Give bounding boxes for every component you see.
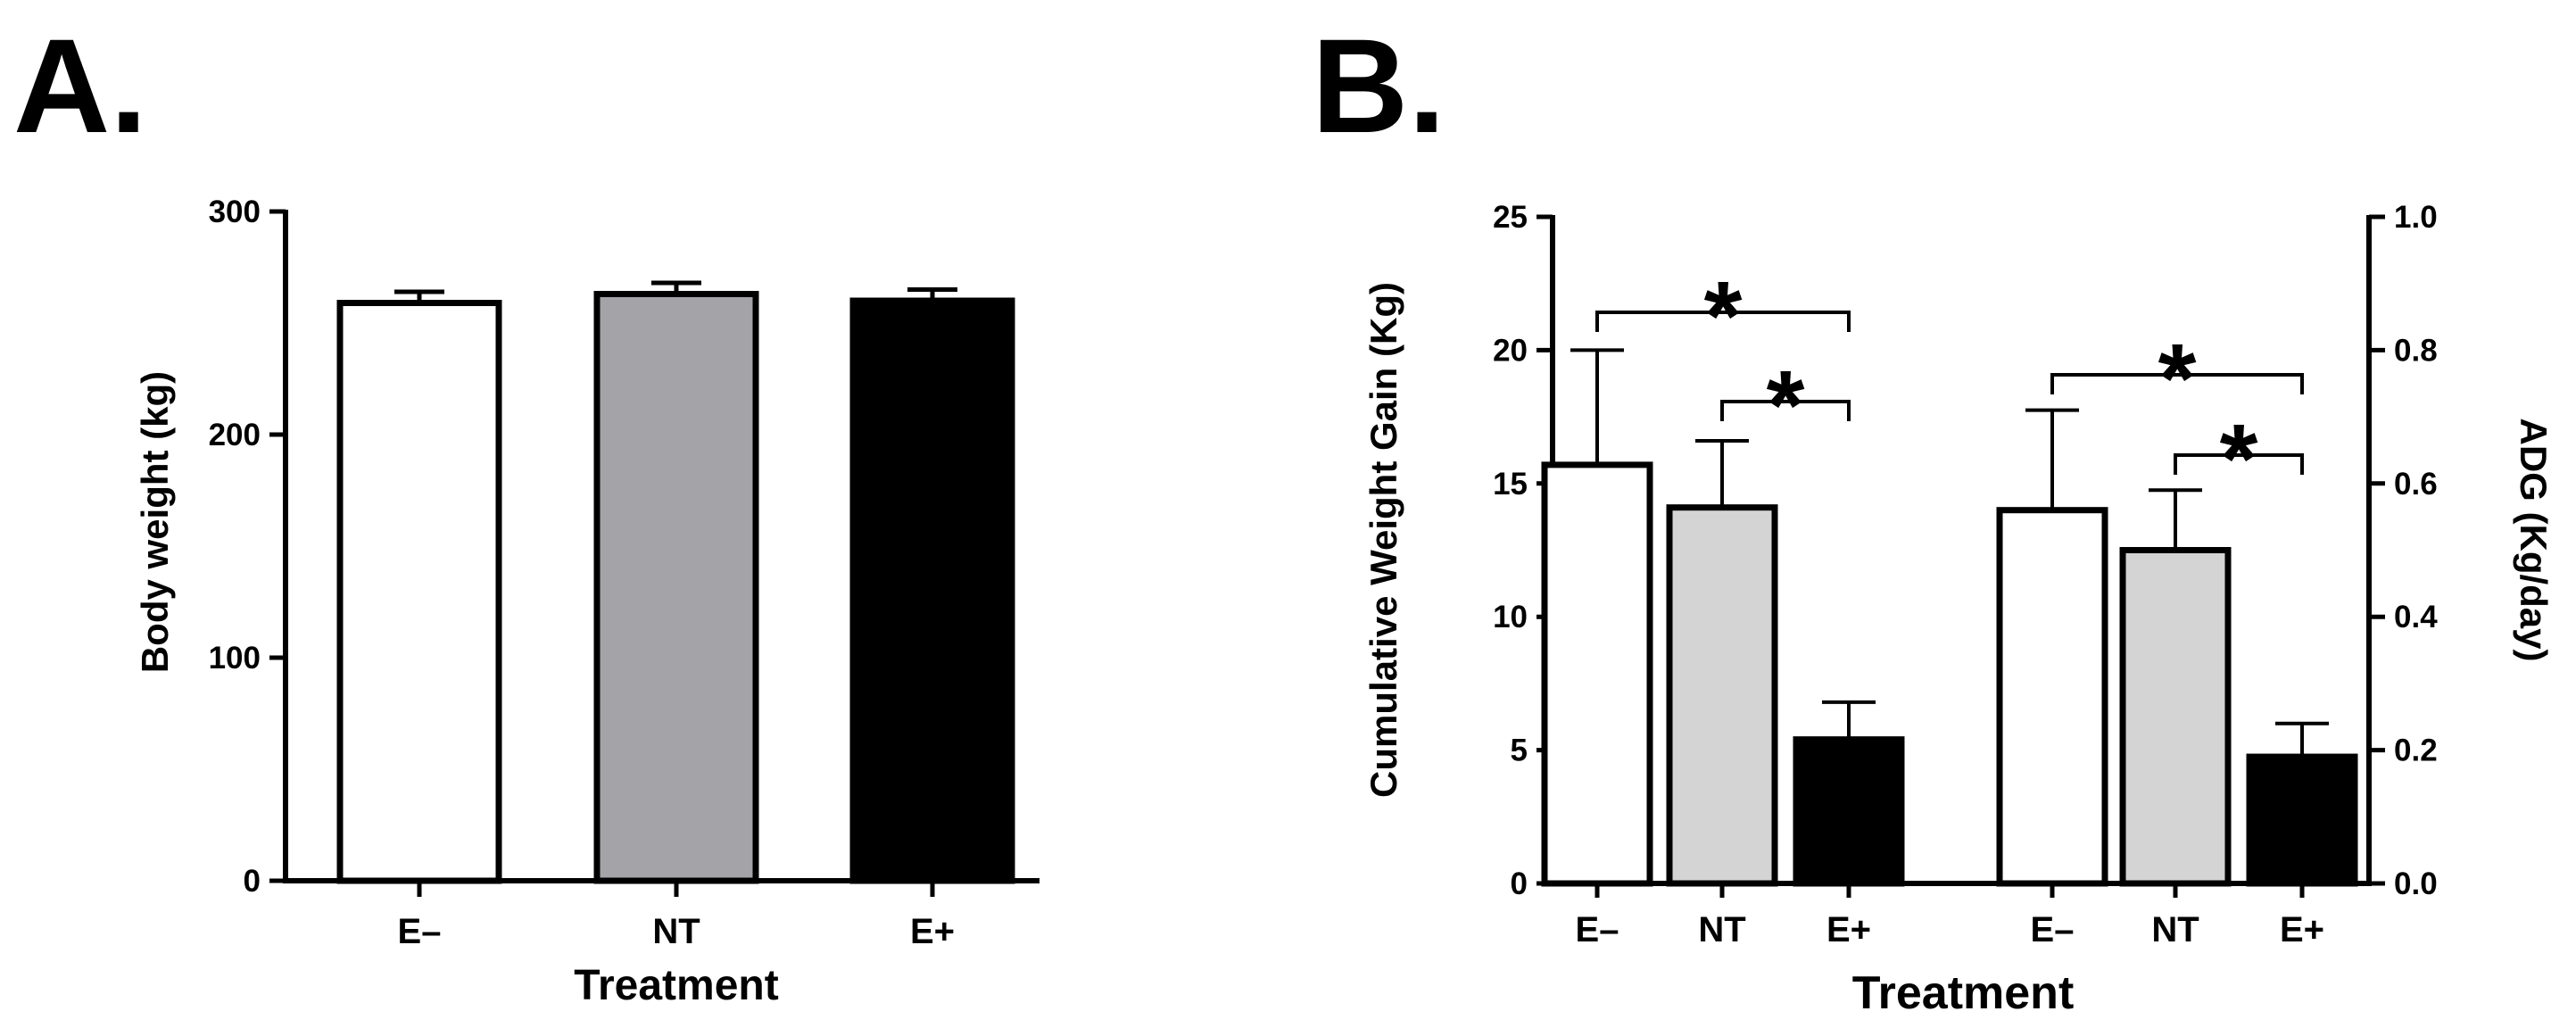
panel-b-significance-star: * bbox=[1704, 261, 1743, 371]
panel-b-right-y-tick-label: 0.0 bbox=[2394, 866, 2438, 901]
panel-b-left-y-tick-label: 10 bbox=[1493, 600, 1528, 634]
panel-b-x-tick-label: E+ bbox=[2280, 910, 2324, 949]
panel-b-bar-right-1 bbox=[2119, 547, 2232, 887]
panel-b-significance-star: * bbox=[2158, 324, 2197, 434]
panel-a: A. Body weight (kg) Treatment 0 100 200 300… bbox=[13, 11, 1040, 1009]
panel-a-x-axis-title: Treatment bbox=[574, 962, 778, 1009]
panel-a-y-tick-label: 300 bbox=[209, 195, 261, 229]
panel-b-right-y-axis-title: ADG (Kg/day) bbox=[2513, 419, 2555, 662]
panel-b-bar-left-1 bbox=[1666, 504, 1778, 887]
panel-b-x-tick-label: NT bbox=[1698, 910, 1745, 949]
panel-a-letter: A. bbox=[13, 11, 147, 161]
panel-a-x-tick-label: E+ bbox=[910, 912, 955, 951]
panel-b-right-y-tick-label: 0.8 bbox=[2394, 333, 2438, 368]
panel-b-significance-star: * bbox=[1767, 351, 1805, 460]
panel-b-left-y-tick-label: 20 bbox=[1493, 333, 1528, 368]
panel-b-left-y-tick-label: 15 bbox=[1493, 467, 1528, 502]
panel-b-x-axis-title: Treatment bbox=[1852, 967, 2075, 1019]
panel-b-significance-bracket bbox=[2050, 373, 2304, 394]
panel-b-bar-left-0 bbox=[1541, 461, 1653, 887]
panel-b-significance-bracket bbox=[2174, 453, 2304, 475]
panel-a-y-tick-label: 200 bbox=[209, 418, 261, 452]
panel-b-x-tick-label: NT bbox=[2151, 910, 2199, 949]
panel-b-x-tick-label: E– bbox=[1576, 910, 1619, 949]
panel-b: B. Cumulative Weight Gain (Kg) ADG (Kg/d… bbox=[1312, 11, 2555, 1019]
panel-a-y-axis-title: Body weight (kg) bbox=[134, 371, 176, 673]
panel-b-left-y-tick-label: 25 bbox=[1493, 200, 1528, 235]
panel-b-bar-right-0 bbox=[1996, 507, 2108, 887]
panel-b-right-y-tick-label: 0.4 bbox=[2394, 600, 2438, 634]
panel-b-left-y-tick-label: 5 bbox=[1511, 734, 1528, 768]
panel-a-y-tick-label: 100 bbox=[209, 641, 261, 676]
panel-b-right-y-tick-label: 0.2 bbox=[2394, 734, 2438, 768]
panel-b-right-y-tick-label: 1.0 bbox=[2394, 200, 2438, 235]
panel-b-right-y-tick-label: 0.6 bbox=[2394, 467, 2438, 502]
panel-b-significance-bracket bbox=[1720, 400, 1851, 421]
panel-b-x-tick-label: E– bbox=[2031, 910, 2075, 949]
panel-a-bar-2 bbox=[849, 297, 1015, 884]
panel-b-significance-star: * bbox=[2220, 404, 2258, 514]
panel-a-x-tick-label: E– bbox=[398, 912, 442, 951]
panel-a-bar-1 bbox=[593, 291, 759, 884]
panel-b-letter: B. bbox=[1312, 11, 1445, 161]
panel-b-left-y-axis-title: Cumulative Weight Gain (Kg) bbox=[1363, 282, 1404, 798]
panel-b-left-y-tick-label: 0 bbox=[1511, 866, 1528, 901]
panel-b-x-tick-label: E+ bbox=[1826, 910, 1871, 949]
panel-a-y-tick-label: 0 bbox=[244, 864, 261, 899]
panel-b-bar-left-2 bbox=[1793, 736, 1905, 887]
panel-a-x-tick-label: NT bbox=[652, 912, 700, 951]
panel-b-bar-right-2 bbox=[2246, 753, 2358, 887]
panel-a-bar-0 bbox=[336, 300, 502, 884]
panel-b-significance-bracket bbox=[1595, 311, 1851, 332]
